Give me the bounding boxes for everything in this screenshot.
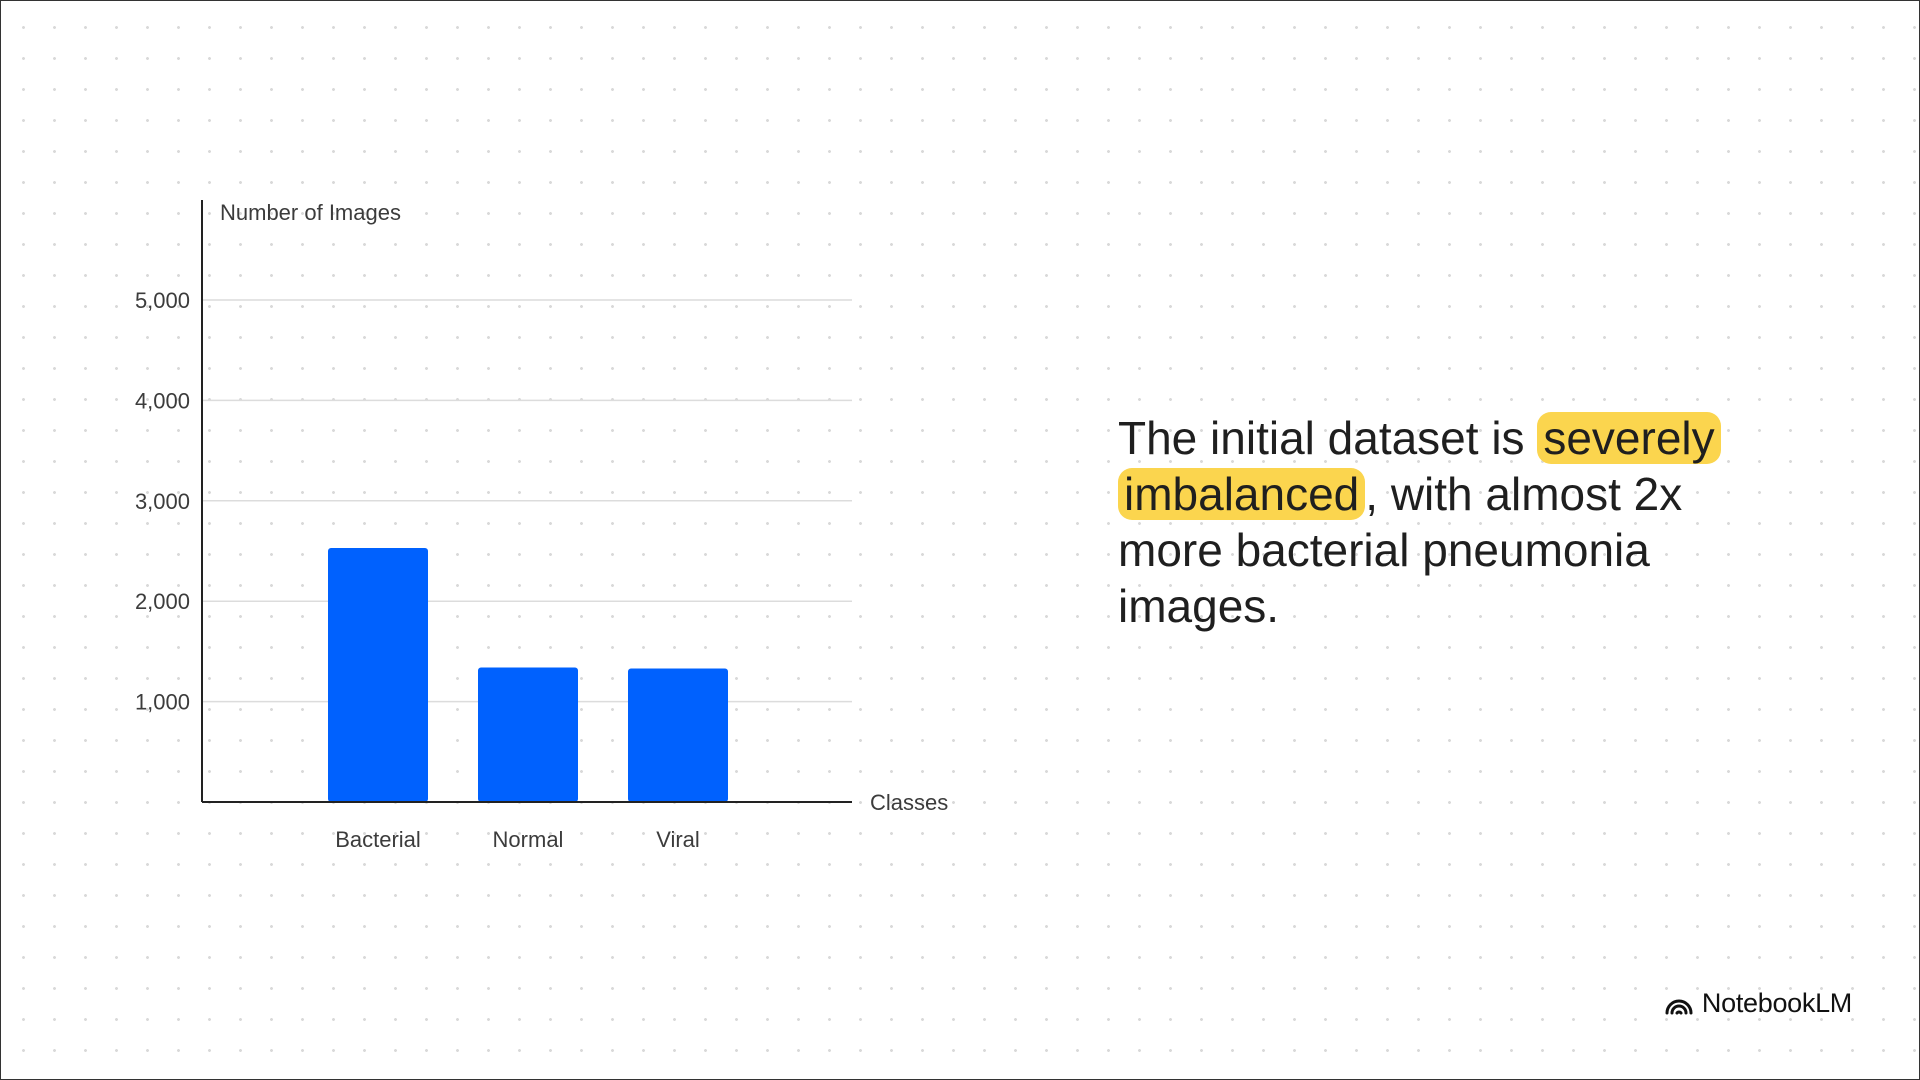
gridlines [202, 299, 852, 703]
y-tick-label: 1,000 [135, 690, 190, 715]
x-category-label: Bacterial [335, 827, 421, 852]
statement-lead: The initial dataset is [1118, 412, 1538, 464]
y-tick-label: 4,000 [135, 388, 190, 413]
y-tick-label: 3,000 [135, 489, 190, 514]
x-category-label: Viral [656, 827, 700, 852]
x-category-labels: Bacterial Normal Viral [335, 827, 700, 852]
x-axis-label: Classes [870, 790, 948, 815]
y-tick-label: 5,000 [135, 288, 190, 313]
y-axis-label: Number of Images [220, 200, 401, 225]
notebooklm-logo-icon [1665, 999, 1693, 1014]
notebooklm-brand: NotebookLM [1664, 988, 1852, 1019]
bars [328, 547, 728, 802]
bar-viral [628, 668, 728, 802]
bar-chart: 1,000 2,000 3,000 4,000 5,000 Bacterial Norma… [135, 200, 948, 852]
x-category-label: Normal [493, 827, 564, 852]
y-tick-label: 2,000 [135, 589, 190, 614]
statement-rest: , with almost 2x more bacterial pneumoni… [1118, 468, 1683, 632]
brand-name: NotebookLM [1701, 988, 1852, 1018]
bar-normal [478, 667, 578, 802]
statement-text: The initial dataset is severely imbalanc… [1118, 410, 1758, 634]
y-tick-labels: 1,000 2,000 3,000 4,000 5,000 [135, 288, 190, 715]
bar-bacterial [328, 547, 428, 802]
